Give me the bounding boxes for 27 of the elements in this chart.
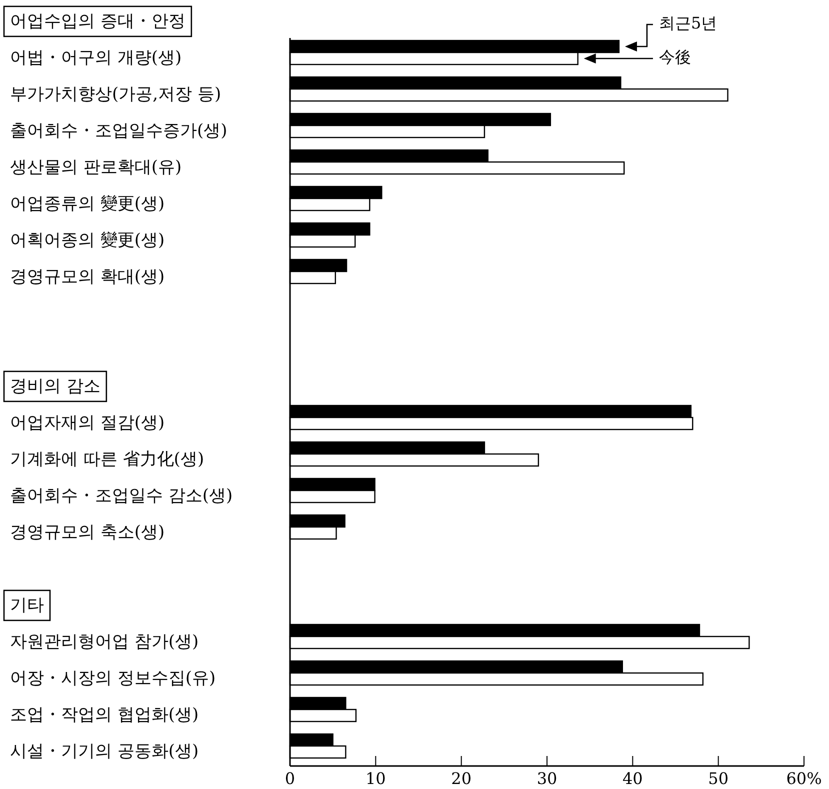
y-tick-label: 조업・작업의 협업화(생) <box>10 704 199 725</box>
x-tick-label: 10 <box>365 769 386 788</box>
y-tick-label: 어법・어구의 개량(생) <box>10 48 182 68</box>
y-tick-label: 경비의 감소 <box>10 376 100 396</box>
y-tick-label: 자원관리형어업 참가(생) <box>10 632 199 652</box>
x-tick-label: 50 <box>708 769 729 788</box>
x-tick-label: 40 <box>622 769 643 788</box>
y-tick-label: 어장・시장의 정보수집(유) <box>10 668 216 688</box>
y-tick-label: 어업종류의 變更(생) <box>10 194 165 214</box>
x-tick-label: 30 <box>536 769 558 788</box>
y-tick-label: 어획어종의 變更(생) <box>10 230 165 250</box>
y-tick-label: 경영규모의 축소(생) <box>10 522 165 542</box>
y-tick-label: 부가가치향상(가공,저장 등) <box>10 84 222 104</box>
y-tick-label: 기타 <box>10 595 44 616</box>
y-tick-label: 기계화에 따른 省力化(생) <box>10 449 204 470</box>
x-tick-label: 20 <box>451 769 472 788</box>
y-tick-label: 어업자재의 절감(생) <box>10 412 165 433</box>
y-tick-label: 어업수입의 증대・안정 <box>10 11 186 32</box>
x-tick-label: 60% <box>786 769 822 788</box>
y-tick-label: 출어회수・조업일수증가(생) <box>10 120 228 141</box>
text: 최근5년 <box>658 14 718 33</box>
x-tick-label: 0 <box>284 769 296 788</box>
y-tick-label: 출어회수・조업일수 감소(생) <box>10 486 233 506</box>
y-tick-label: 생산물의 판로확대(유) <box>10 157 182 178</box>
y-tick-label: 경영규모의 확대(생) <box>10 266 165 287</box>
legend-label: 今後 <box>658 48 691 67</box>
y-tick-label: 시설・기기의 공동화(생) <box>10 741 199 762</box>
